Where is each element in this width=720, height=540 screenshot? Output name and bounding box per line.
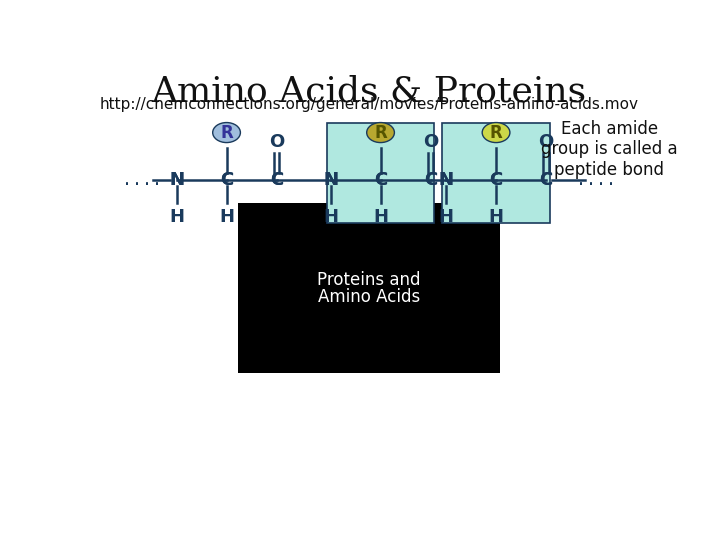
Text: C: C: [424, 171, 437, 190]
Text: N: N: [323, 171, 338, 190]
Text: Amino Acids & Proteins: Amino Acids & Proteins: [151, 74, 587, 108]
Text: C: C: [270, 171, 283, 190]
Text: C: C: [374, 171, 387, 190]
Text: H: H: [169, 208, 184, 226]
Text: C: C: [490, 171, 503, 190]
Text: C: C: [424, 171, 437, 190]
Text: C: C: [374, 171, 387, 190]
Text: Amino Acids: Amino Acids: [318, 288, 420, 306]
Text: N: N: [438, 171, 454, 190]
Text: http://chemconnections.org/general/movies/Proteins-amino-acids.mov: http://chemconnections.org/general/movie…: [99, 97, 639, 112]
Text: H: H: [219, 208, 234, 226]
Text: C: C: [539, 171, 553, 190]
Text: Proteins and: Proteins and: [318, 272, 420, 289]
Text: C: C: [270, 171, 283, 190]
Text: H: H: [489, 208, 503, 226]
Text: H: H: [438, 208, 454, 226]
Text: R: R: [490, 124, 503, 141]
Ellipse shape: [482, 123, 510, 143]
Text: Each amide
group is called a
peptide bond: Each amide group is called a peptide bon…: [541, 120, 678, 179]
Text: C: C: [220, 171, 233, 190]
Ellipse shape: [212, 123, 240, 143]
Text: C: C: [490, 171, 503, 190]
Text: N: N: [169, 171, 184, 190]
Text: ....: ....: [122, 171, 162, 190]
Text: N: N: [323, 171, 338, 190]
Text: R: R: [220, 124, 233, 141]
Ellipse shape: [366, 123, 395, 143]
Text: N: N: [438, 171, 454, 190]
Text: C: C: [539, 171, 553, 190]
Text: R: R: [374, 124, 387, 141]
Text: ....: ....: [576, 171, 616, 190]
FancyBboxPatch shape: [442, 123, 550, 222]
Text: O: O: [539, 133, 554, 151]
FancyBboxPatch shape: [327, 123, 434, 222]
Text: N: N: [169, 171, 184, 190]
Text: C: C: [220, 171, 233, 190]
Text: O: O: [423, 133, 438, 151]
Text: H: H: [323, 208, 338, 226]
Text: O: O: [269, 133, 284, 151]
Text: H: H: [373, 208, 388, 226]
FancyBboxPatch shape: [238, 204, 500, 373]
